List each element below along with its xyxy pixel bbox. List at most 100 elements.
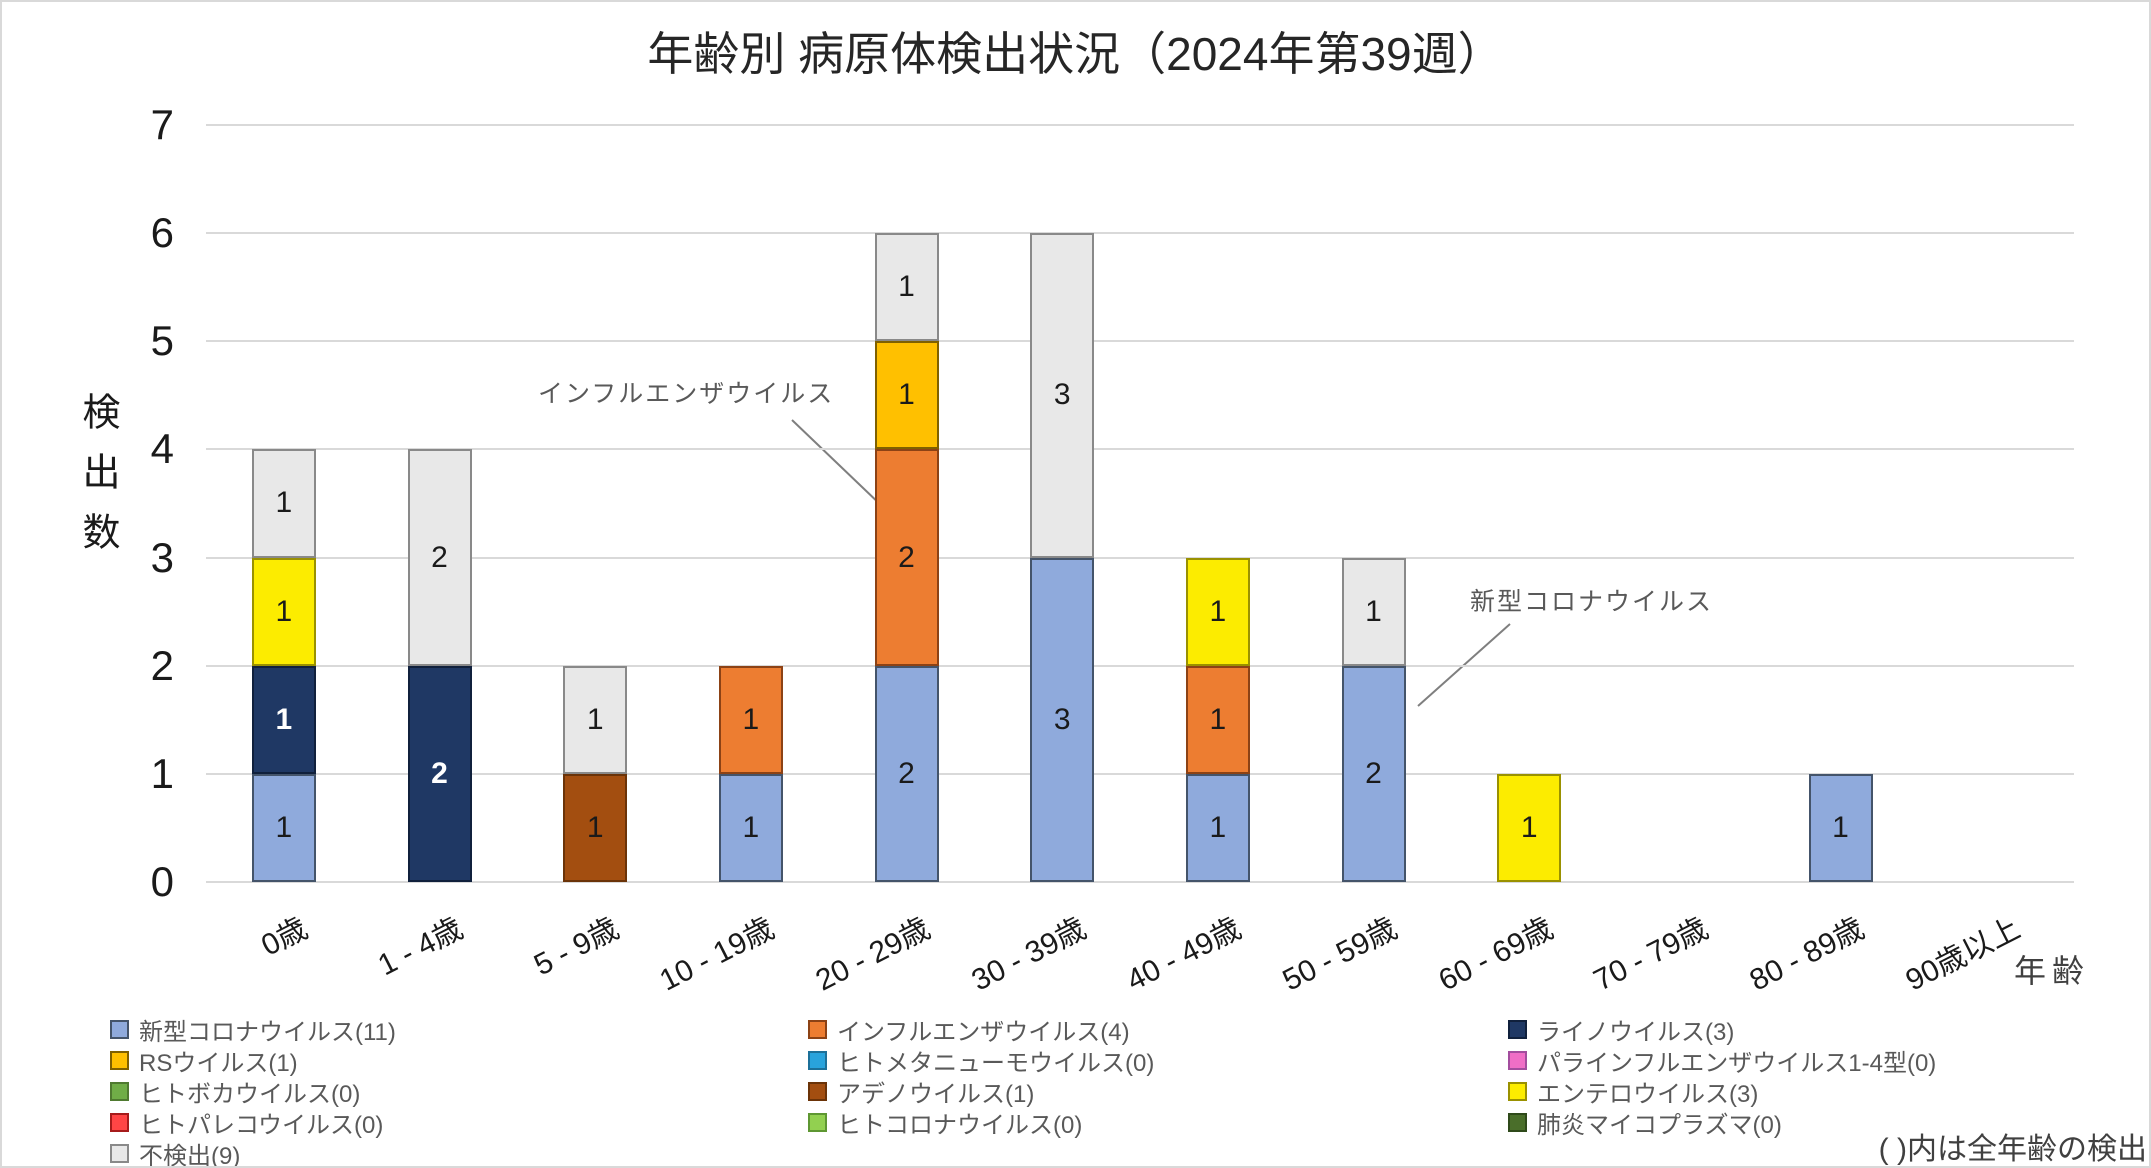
bar-segment: 1 <box>874 233 939 342</box>
bar-segment: 1 <box>718 665 783 774</box>
x-category-label: 1 - 4歳 <box>373 912 469 983</box>
bar-segment: 2 <box>407 449 472 666</box>
legend-item: ヒトパレコウイルス(0) <box>110 1107 396 1139</box>
x-category-label: 10 - 19歳 <box>654 912 780 998</box>
y-tick-label: 2 <box>150 641 174 689</box>
legend-column-2: インフルエンザウイルス(4) ヒトメタニューモウイルス(0) アデノウイルス(1) ヒ… <box>808 1014 1155 1139</box>
legend-swatch <box>1508 1081 1527 1101</box>
legend-item: ヒトコロナウイルス(0) <box>808 1107 1154 1139</box>
legend-label: 不検出(9) <box>139 1142 241 1168</box>
legend-footnote: ( )内は全年齢の検出 <box>1878 1133 2147 1166</box>
legend-item: エンテロウイルス(3) <box>1508 1076 1936 1108</box>
bar-segment: 2 <box>874 665 939 882</box>
legend-item: 新型コロナウイルス(11) <box>110 1014 396 1046</box>
gridline <box>206 772 2074 775</box>
legend-label: 新型コロナウイルス(11) <box>139 1018 396 1046</box>
legend-item: インフルエンザウイルス(4) <box>808 1014 1154 1046</box>
bar-segment: 2 <box>874 449 939 666</box>
bar-segment: 1 <box>1808 773 1873 882</box>
legend-label: ヒトメタニューモウイルス(0) <box>837 1049 1155 1077</box>
legend-column-3: ライノウイルス(3) パラインフルエンザウイルス1-4型(0) エンテロウイルス(3… <box>1508 1014 1937 1139</box>
bar-segment: 1 <box>251 665 316 774</box>
gridline <box>206 556 2074 559</box>
x-category-label: 5 - 9歳 <box>529 912 625 983</box>
legend-item: 肺炎マイコプラズマ(0) <box>1508 1107 1936 1139</box>
x-category-label: 50 - 59歳 <box>1277 912 1403 998</box>
x-category-label: 70 - 79歳 <box>1588 912 1714 998</box>
legend-label: パラインフルエンザウイルス1-4型(0) <box>1537 1049 1937 1077</box>
legend-label: ヒトボカウイルス(0) <box>139 1080 361 1108</box>
bar-segment: 1 <box>1341 557 1406 666</box>
legend-label: インフルエンザウイルス(4) <box>837 1018 1130 1046</box>
y-tick-label: 0 <box>150 858 174 905</box>
bar-segment: 3 <box>1030 557 1095 882</box>
bar-segment: 3 <box>1030 233 1095 558</box>
gridline <box>206 232 2074 235</box>
bar-segment: 2 <box>1341 665 1406 882</box>
bar-segment: 1 <box>1185 557 1250 666</box>
legend-swatch <box>808 1050 827 1070</box>
legend-swatch <box>808 1019 827 1039</box>
legend-item: ライノウイルス(3) <box>1508 1014 1936 1046</box>
legend-item: 不検出(9) <box>110 1138 396 1168</box>
legend-swatch <box>808 1081 827 1101</box>
bar-segment: 1 <box>251 557 316 666</box>
legend-swatch <box>808 1112 827 1132</box>
y-tick-label: 5 <box>150 317 174 365</box>
y-tick-label: 4 <box>150 425 174 473</box>
bar-segment: 1 <box>1185 665 1250 774</box>
legend-label: RSウイルス(1) <box>139 1049 298 1077</box>
legend-item: RSウイルス(1) <box>110 1045 396 1077</box>
legend-label: アデノウイルス(1) <box>837 1080 1035 1108</box>
legend-swatch <box>110 1050 129 1070</box>
gridline <box>206 664 2074 667</box>
legend-item: パラインフルエンザウイルス1-4型(0) <box>1508 1045 1937 1077</box>
legend-swatch <box>110 1081 129 1101</box>
bar-segment: 2 <box>407 665 472 882</box>
y-tick-label: 6 <box>150 209 174 257</box>
legend-column-1: 新型コロナウイルス(11) RSウイルス(1) ヒトボカウイルス(0) ヒトパレコウイ… <box>110 1014 396 1168</box>
gridline <box>206 124 2074 126</box>
legend-swatch <box>1508 1112 1527 1132</box>
legend-label: ライノウイルス(3) <box>1537 1018 1735 1046</box>
bar-segment: 1 <box>1185 773 1250 882</box>
x-axis-title: 年齢 <box>2014 953 2091 989</box>
annotation-covid-label: 新型コロナウイルス <box>1470 588 1714 616</box>
bar-segment: 1 <box>718 773 783 882</box>
legend-swatch <box>110 1143 129 1163</box>
y-axis-title: 検出数 <box>76 392 118 572</box>
legend-label: ヒトコロナウイルス(0) <box>837 1111 1083 1139</box>
legend-label: 肺炎マイコプラズマ(0) <box>1537 1111 1782 1139</box>
x-category-label: 80 - 89歳 <box>1744 912 1870 998</box>
gridline <box>206 448 2074 451</box>
annotation-influenza-label: インフルエンザウイルス <box>538 380 835 408</box>
legend-item: ヒトボカウイルス(0) <box>110 1076 396 1108</box>
x-category-label: 0歳 <box>256 912 313 963</box>
x-category-label: 60 - 69歳 <box>1433 912 1559 998</box>
legend-item: ヒトメタニューモウイルス(0) <box>808 1045 1155 1077</box>
legend-swatch <box>110 1019 129 1039</box>
bar-segment: 1 <box>251 773 316 882</box>
y-tick-label: 3 <box>150 533 174 581</box>
bar-segment: 1 <box>874 341 939 450</box>
legend-item: アデノウイルス(1) <box>808 1076 1154 1108</box>
legend-swatch <box>1508 1050 1527 1070</box>
bar-segment: 1 <box>563 773 628 882</box>
legend-swatch <box>110 1112 129 1132</box>
legend-swatch <box>1508 1019 1527 1039</box>
x-category-label: 20 - 29歳 <box>810 912 936 998</box>
chart-title: 年齢別 病原体検出状況（2024年第39週） <box>647 28 1504 80</box>
x-category-label: 90歳以上 <box>1900 912 2026 998</box>
y-tick-label: 1 <box>150 749 174 797</box>
gridline <box>206 340 2074 343</box>
y-tick-label: 7 <box>150 101 174 148</box>
x-category-label: 30 - 39歳 <box>966 912 1092 998</box>
gridline <box>206 881 2074 883</box>
bar-segment: 1 <box>1497 773 1562 882</box>
bar-segment: 1 <box>563 665 628 774</box>
legend-label: エンテロウイルス(3) <box>1537 1080 1759 1108</box>
legend-label: ヒトパレコウイルス(0) <box>139 1111 384 1139</box>
x-category-label: 40 - 49歳 <box>1121 912 1247 998</box>
bar-segment: 1 <box>251 449 316 558</box>
